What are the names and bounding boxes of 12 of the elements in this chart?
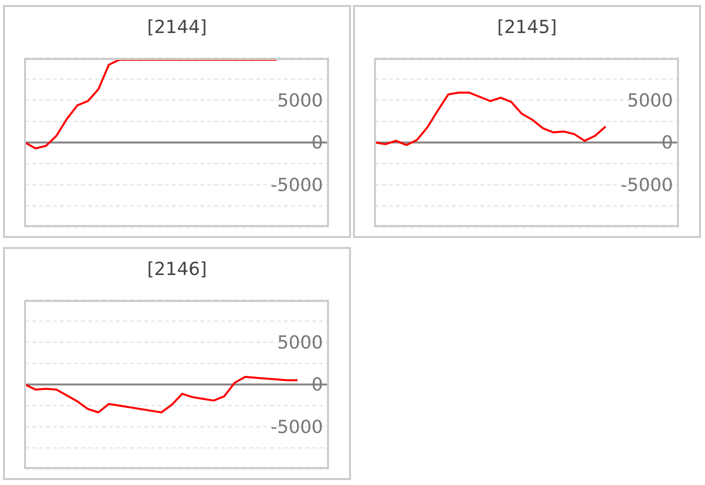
y-tick-label: -5000 <box>270 174 323 196</box>
chart-title: [2146] <box>146 259 208 280</box>
chart-title: [2144] <box>146 17 208 38</box>
y-tick-label: 5000 <box>277 332 323 354</box>
chart-title: [2145] <box>496 17 558 38</box>
y-tick-label: -5000 <box>620 174 673 196</box>
line-series <box>24 58 278 150</box>
line-series <box>374 92 607 146</box>
y-tick-label: 5000 <box>277 90 323 112</box>
line-series <box>24 376 299 414</box>
y-tick-label: 5000 <box>627 90 673 112</box>
y-tick-label: -5000 <box>270 416 323 438</box>
